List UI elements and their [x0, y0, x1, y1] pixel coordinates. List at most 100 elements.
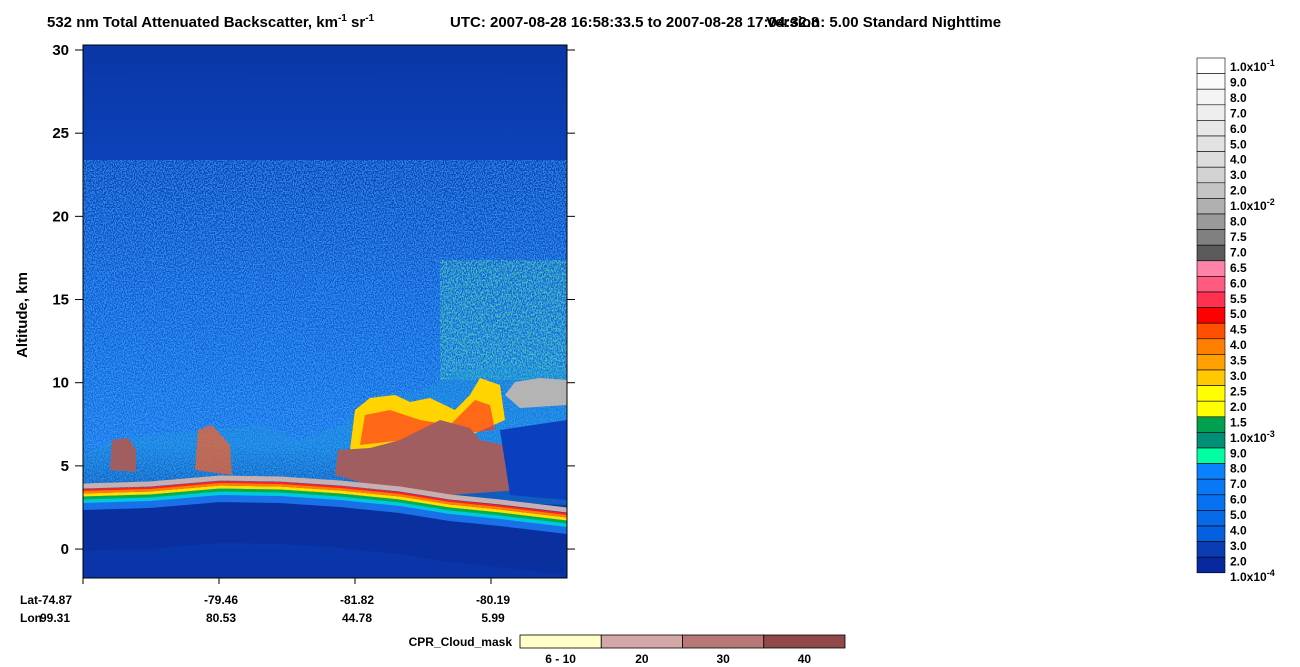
colorbar-cell: [1196, 432, 1226, 449]
colorbar-label: 1.0x10-3: [1230, 429, 1275, 445]
colorbar-cell: [1196, 510, 1226, 527]
colorbar-label: 5.0: [1230, 508, 1247, 522]
colorbar-label: 8.0: [1230, 91, 1247, 105]
cpr-legend-label: 30: [716, 652, 730, 666]
cpr-legend-swatch: [682, 634, 765, 649]
colorbar-label: 5.0: [1230, 137, 1247, 151]
colorbar-label-text: 1.0x10: [1230, 199, 1267, 213]
colorbar-label: 4.0: [1230, 153, 1247, 167]
y-axis-label: Altitude, km: [14, 272, 31, 358]
colorbar-label-sup: -1: [1267, 58, 1275, 68]
title-sup: -1: [338, 13, 347, 24]
colorbar-label: 3.0: [1230, 168, 1247, 182]
lon-value: 5.99: [481, 611, 505, 625]
version: Version: 5.00 Standard Nighttime: [766, 14, 1001, 31]
colorbar-label: 2.0: [1230, 184, 1247, 198]
colorbar-cell: [1196, 104, 1226, 121]
lat-value: -80.19: [476, 593, 510, 607]
colorbar-cell: [1196, 120, 1226, 137]
colorbar-label: 5.0: [1230, 307, 1247, 321]
chart-title: 532 nm Total Attenuated Backscatter, km-…: [47, 13, 375, 31]
lat-label: Lat: [20, 593, 38, 607]
title-text: sr: [347, 14, 366, 31]
cpr-legend-swatch: [519, 634, 602, 649]
colorbar-cell: [1196, 244, 1226, 262]
cpr-legend-swatch: [763, 634, 846, 649]
colorbar-cell: [1196, 166, 1226, 184]
lon-label: Lon: [20, 611, 42, 625]
y-tick-label: 15: [52, 292, 69, 309]
colorbar-label: 7.0: [1230, 477, 1247, 491]
colorbar-cell: [1196, 260, 1226, 277]
colorbar-cell: [1196, 400, 1226, 418]
colorbar-cell: [1196, 322, 1226, 340]
colorbar-cell: [1196, 463, 1226, 480]
colorbar-label-text: 1.0x10: [1230, 60, 1267, 74]
cpr-cloud-left: [110, 438, 136, 472]
colorbar-label: 2.0: [1230, 400, 1247, 414]
y-tick-label: 0: [61, 541, 69, 558]
cloud-left: [195, 425, 232, 475]
colorbar-cell: [1196, 229, 1226, 246]
colorbar-label: 2.0: [1230, 554, 1247, 568]
y-tick-label: 30: [52, 42, 69, 59]
colorbar-cell: [1196, 276, 1226, 293]
colorbar-cell: [1196, 307, 1226, 324]
lat-value: -74.87: [38, 593, 72, 607]
colorbar-cell: [1196, 447, 1226, 464]
colorbar-cell: [1196, 494, 1226, 511]
colorbar-cell: [1196, 135, 1226, 152]
curtain: [83, 45, 567, 578]
cpr-legend-label: 6 - 10: [545, 652, 576, 666]
colorbar-label: 7.5: [1230, 230, 1247, 244]
y-tick-label: 25: [52, 125, 69, 142]
colorbar-label: 9.0: [1230, 75, 1247, 89]
cpr-legend-label: 40: [798, 652, 812, 666]
colorbar-label: 1.0x10-2: [1230, 197, 1275, 213]
colorbar-label: 4.0: [1230, 524, 1247, 538]
plot-frame: [82, 44, 568, 579]
lon-value: 99.31: [40, 611, 70, 625]
colorbar-cell: [1196, 354, 1226, 371]
cpr-cloud: [335, 420, 520, 495]
colorbar-cell: [1196, 525, 1226, 542]
colorbar-cell: [1196, 291, 1226, 308]
attenuated: [500, 420, 567, 500]
colorbar-label-sup: -2: [1267, 197, 1275, 207]
colorbar-label: 7.0: [1230, 245, 1247, 259]
colorbar-label-text: 1.0x10: [1230, 431, 1267, 445]
y-tick-label: 20: [52, 208, 69, 225]
lat-value: -81.82: [340, 593, 374, 607]
colorbar-label: 3.0: [1230, 369, 1247, 383]
lat-value: -79.46: [204, 593, 238, 607]
title-sup: -1: [365, 13, 374, 24]
colorbar-label: 2.5: [1230, 384, 1247, 398]
colorbar-label: 6.0: [1230, 493, 1247, 507]
colorbar-cell: [1196, 88, 1226, 106]
colorbar-label-sup: -4: [1267, 568, 1275, 578]
lon-value: 80.53: [206, 611, 236, 625]
colorbar-label: 1.0x10-4: [1230, 568, 1275, 584]
colorbar-label: 6.5: [1230, 261, 1247, 275]
colorbar-label: 5.5: [1230, 292, 1247, 306]
colorbar-label: 3.0: [1230, 539, 1247, 553]
colorbar-label-text: 1.0x10: [1230, 570, 1267, 584]
colorbar-label: 4.0: [1230, 338, 1247, 352]
colorbar-label: 3.5: [1230, 354, 1247, 368]
colorbar-label-sup: -3: [1267, 429, 1275, 439]
colorbar-label: 8.0: [1230, 462, 1247, 476]
colorbar-label: 7.0: [1230, 106, 1247, 120]
colorbar-label: 4.5: [1230, 323, 1247, 337]
colorbar-label: 8.0: [1230, 215, 1247, 229]
colorbar-cell: [1196, 213, 1226, 230]
colorbar-cell: [1196, 151, 1226, 168]
y-tick-label: 10: [52, 375, 69, 392]
gray-cloud: [505, 378, 567, 408]
colorbar-label: 6.0: [1230, 276, 1247, 290]
y-tick-label: 5: [61, 458, 69, 475]
colorbar-cell: [1196, 369, 1226, 386]
colorbar-label: 1.5: [1230, 415, 1247, 429]
utc-range: UTC: 2007-08-28 16:58:33.5 to 2007-08-28…: [450, 14, 819, 31]
cpr-legend-swatch: [600, 634, 683, 649]
